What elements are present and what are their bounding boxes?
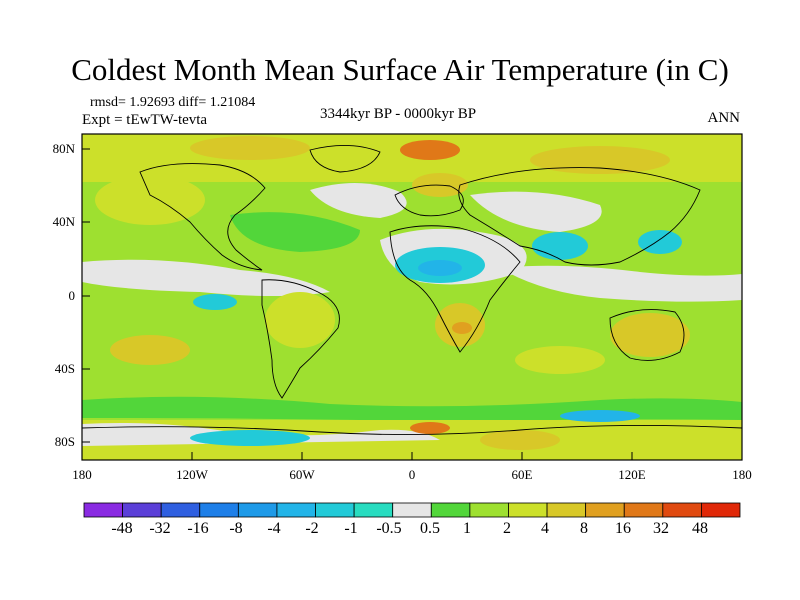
colorbar-box — [585, 502, 625, 518]
coast-antarctica — [82, 424, 742, 436]
field-siberia-warm — [530, 146, 670, 174]
colorbar-box — [83, 502, 123, 518]
lon-label: 0 — [409, 467, 416, 482]
colorbar-label: 48 — [692, 520, 708, 537]
coastlines — [82, 145, 742, 436]
field-pacific-warm — [95, 175, 205, 225]
colorbar-box — [508, 502, 548, 518]
colorbar-box — [623, 502, 664, 518]
coast-north-america — [139, 163, 266, 271]
lon-label: 60W — [289, 467, 315, 482]
field-arctic-warm — [190, 136, 310, 160]
field-africa-south-hot — [452, 322, 472, 334]
colorbar-label: -32 — [149, 520, 170, 537]
colorbar-box — [701, 502, 741, 518]
colorbar-box — [199, 502, 239, 518]
field-indian-ocean-warm — [515, 346, 605, 374]
colorbar-box — [160, 502, 201, 518]
field-atlantic-green — [230, 212, 360, 252]
field-arctic-hot — [400, 140, 460, 160]
colorbar-label: 2 — [503, 520, 511, 537]
colorbar-box — [353, 502, 394, 518]
lon-label: 180 — [72, 467, 92, 482]
coast-greenland — [309, 145, 381, 173]
field-amazon-warm — [265, 292, 335, 348]
colorbar-box — [276, 502, 316, 518]
experiment-label: Expt = tEwTW-tevta — [82, 112, 208, 128]
colorbar-label: 4 — [541, 520, 549, 537]
colorbar-label: -2 — [305, 520, 318, 537]
field-pacific-tropical-neutral — [82, 259, 330, 296]
colorbar-boxes — [83, 502, 741, 518]
colorbar-box — [122, 502, 162, 518]
field-south-pacific-warm — [110, 335, 190, 365]
lon-ticks — [81, 452, 743, 460]
colorbar-label: 32 — [653, 520, 669, 537]
lon-label: 120W — [176, 467, 209, 482]
period-label: 3344kyr BP - 0000kyr BP — [320, 106, 477, 122]
coast-africa — [389, 225, 521, 353]
field-australia-warm — [610, 313, 690, 357]
colorbar: -48 -32 -16 -8 -4 -2 -1 -0.5 0.5 1 2 4 8… — [83, 502, 741, 537]
lat-label: 0 — [69, 288, 76, 303]
lat-label: 40N — [53, 214, 76, 229]
lon-label: 120E — [618, 467, 646, 482]
colorbar-label: 0.5 — [420, 520, 440, 537]
colorbar-box — [392, 502, 432, 518]
field-india-cool — [532, 232, 588, 260]
field-antarctic-neutral — [82, 423, 440, 446]
field-indo-pacific-neutral — [500, 265, 742, 302]
colorbar-label: -16 — [187, 520, 208, 537]
field-sahara-cooler — [418, 260, 462, 276]
rmsd-diff-stats: rmsd= 1.92693 diff= 1.21084 — [90, 95, 256, 110]
colorbar-label: -8 — [229, 520, 242, 537]
lat-label: 40S — [55, 361, 75, 376]
lat-ticks — [82, 148, 90, 443]
colorbar-box — [315, 502, 355, 518]
colorbar-label: -0.5 — [376, 520, 401, 537]
colorbar-label: 8 — [580, 520, 588, 537]
colorbar-box — [430, 502, 471, 518]
coast-australia — [609, 309, 685, 361]
lon-label: 180 — [732, 467, 752, 482]
colorbar-box — [237, 502, 278, 518]
field-asia-neutral — [470, 191, 602, 232]
lat-label: 80S — [55, 434, 75, 449]
field-antarctic-warm — [480, 430, 560, 450]
lat-label: 80N — [53, 141, 76, 156]
temperature-field — [82, 134, 742, 460]
colorbar-label: 16 — [615, 520, 631, 537]
coast-asia — [458, 167, 701, 266]
colorbar-box — [546, 502, 587, 518]
colorbar-box — [662, 502, 702, 518]
field-antarctic-cool — [190, 430, 310, 446]
coast-europe — [394, 184, 464, 217]
coast-south-america — [261, 279, 340, 399]
colorbar-box — [469, 502, 509, 518]
field-pacific-cool — [193, 294, 237, 310]
season-label: ANN — [707, 110, 741, 126]
field-atlantic-neutral — [310, 182, 407, 218]
colorbar-label: -4 — [267, 520, 280, 537]
field-antarctic-coast-cool — [560, 410, 640, 422]
field-china-cool — [638, 230, 682, 254]
lon-label: 60E — [512, 467, 533, 482]
plot-title: Coldest Month Mean Surface Air Temperatu… — [71, 52, 729, 87]
field-antarctic-hot — [410, 422, 450, 434]
colorbar-label: 1 — [463, 520, 471, 537]
colorbar-label: -1 — [344, 520, 357, 537]
colorbar-label: -48 — [111, 520, 132, 537]
